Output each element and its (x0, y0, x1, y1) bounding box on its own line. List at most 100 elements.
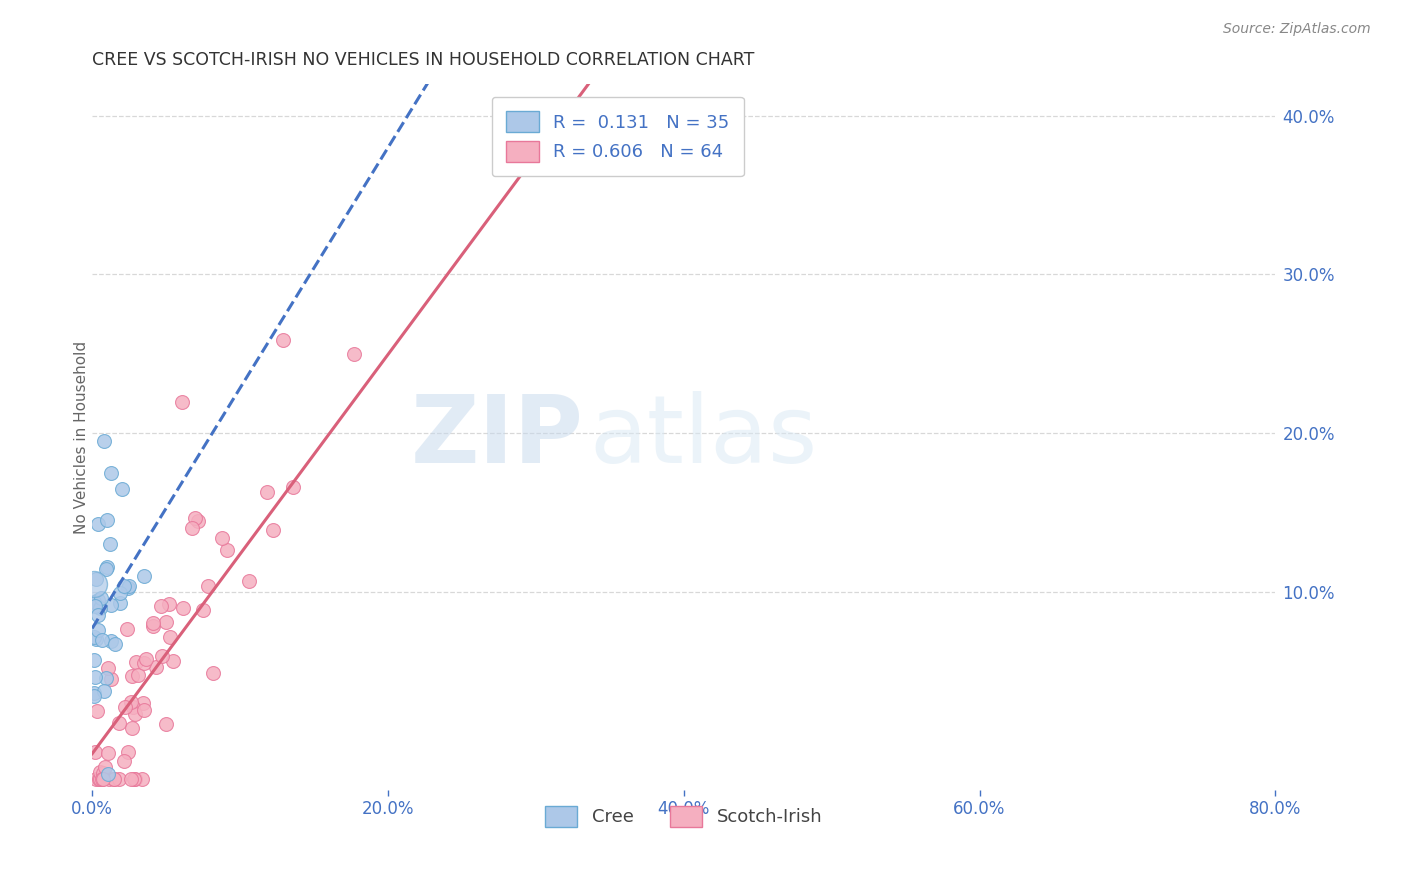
Point (93, 434, 115, 448)
Point (107, 715, 129, 730)
Point (343, 347, 366, 361)
Point (145, 659, 167, 673)
Point (100, 466, 122, 480)
Point (108, 772, 131, 786)
Point (112, 754, 135, 768)
Point (180, 521, 202, 535)
Point (89, 601, 111, 615)
Point (118, 579, 141, 593)
Point (197, 579, 219, 593)
Point (89, 765, 111, 780)
Point (172, 395, 194, 409)
Point (131, 772, 153, 786)
Point (162, 654, 184, 668)
Point (238, 574, 260, 588)
Legend: Cree, Scotch-Irish: Cree, Scotch-Irish (537, 798, 830, 834)
Point (121, 695, 143, 709)
Point (87, 607, 110, 622)
Point (91, 772, 114, 786)
Y-axis label: No Vehicles in Household: No Vehicles in Household (73, 341, 89, 533)
Point (86, 704, 108, 718)
Point (97, 772, 120, 786)
Point (131, 696, 153, 710)
Point (191, 603, 214, 617)
Point (125, 655, 148, 669)
Point (121, 721, 143, 735)
Point (96, 562, 118, 576)
Point (202, 665, 225, 680)
Point (87, 593, 110, 607)
Point (84, 599, 107, 614)
Point (117, 581, 139, 595)
Point (83, 653, 105, 667)
Point (89, 772, 111, 786)
Point (83, 686, 105, 700)
Point (97, 747, 120, 761)
Point (127, 668, 149, 682)
Point (134, 656, 156, 670)
Point (84, 670, 107, 684)
Point (83, 689, 105, 703)
Point (91, 772, 114, 786)
Point (122, 772, 145, 786)
Point (155, 717, 177, 731)
Point (155, 615, 177, 629)
Point (117, 622, 139, 636)
Point (262, 523, 284, 537)
Point (91, 765, 114, 780)
Point (83, 576, 105, 591)
Point (84, 632, 107, 646)
Point (122, 700, 145, 714)
Point (184, 510, 207, 524)
Point (152, 648, 174, 663)
Point (132, 703, 155, 717)
Point (108, 596, 131, 610)
Point (124, 772, 146, 786)
Point (90, 632, 112, 647)
Point (87, 516, 110, 531)
Point (83, 630, 105, 644)
Point (100, 599, 122, 613)
Point (159, 631, 181, 645)
Point (112, 579, 135, 593)
Point (83, 594, 105, 608)
Point (90, 591, 112, 605)
Point (121, 669, 143, 683)
Point (96, 513, 118, 527)
Point (117, 745, 139, 759)
Point (97, 767, 120, 781)
Point (120, 772, 142, 786)
Text: Source: ZipAtlas.com: Source: ZipAtlas.com (1223, 22, 1371, 37)
Point (103, 772, 125, 786)
Point (104, 637, 127, 651)
Point (98, 537, 121, 551)
Point (114, 700, 136, 714)
Point (256, 484, 278, 499)
Point (124, 707, 146, 722)
Point (100, 634, 122, 648)
Point (96, 559, 118, 574)
Point (84, 772, 107, 786)
Point (157, 597, 180, 611)
Point (172, 600, 194, 615)
Point (135, 652, 157, 666)
Point (103, 772, 125, 786)
Point (132, 568, 155, 582)
Point (84, 572, 107, 586)
Text: ZIP: ZIP (411, 391, 583, 483)
Point (215, 543, 238, 558)
Point (108, 586, 131, 600)
Point (142, 616, 165, 631)
Text: atlas: atlas (589, 391, 817, 483)
Point (142, 619, 165, 633)
Point (93, 684, 115, 698)
Point (643, 125, 665, 139)
Point (87, 772, 110, 786)
Point (97, 661, 120, 675)
Point (111, 482, 134, 496)
Point (93, 760, 115, 774)
Point (94, 672, 117, 686)
Point (87, 623, 110, 637)
Point (187, 515, 209, 529)
Point (100, 672, 122, 686)
